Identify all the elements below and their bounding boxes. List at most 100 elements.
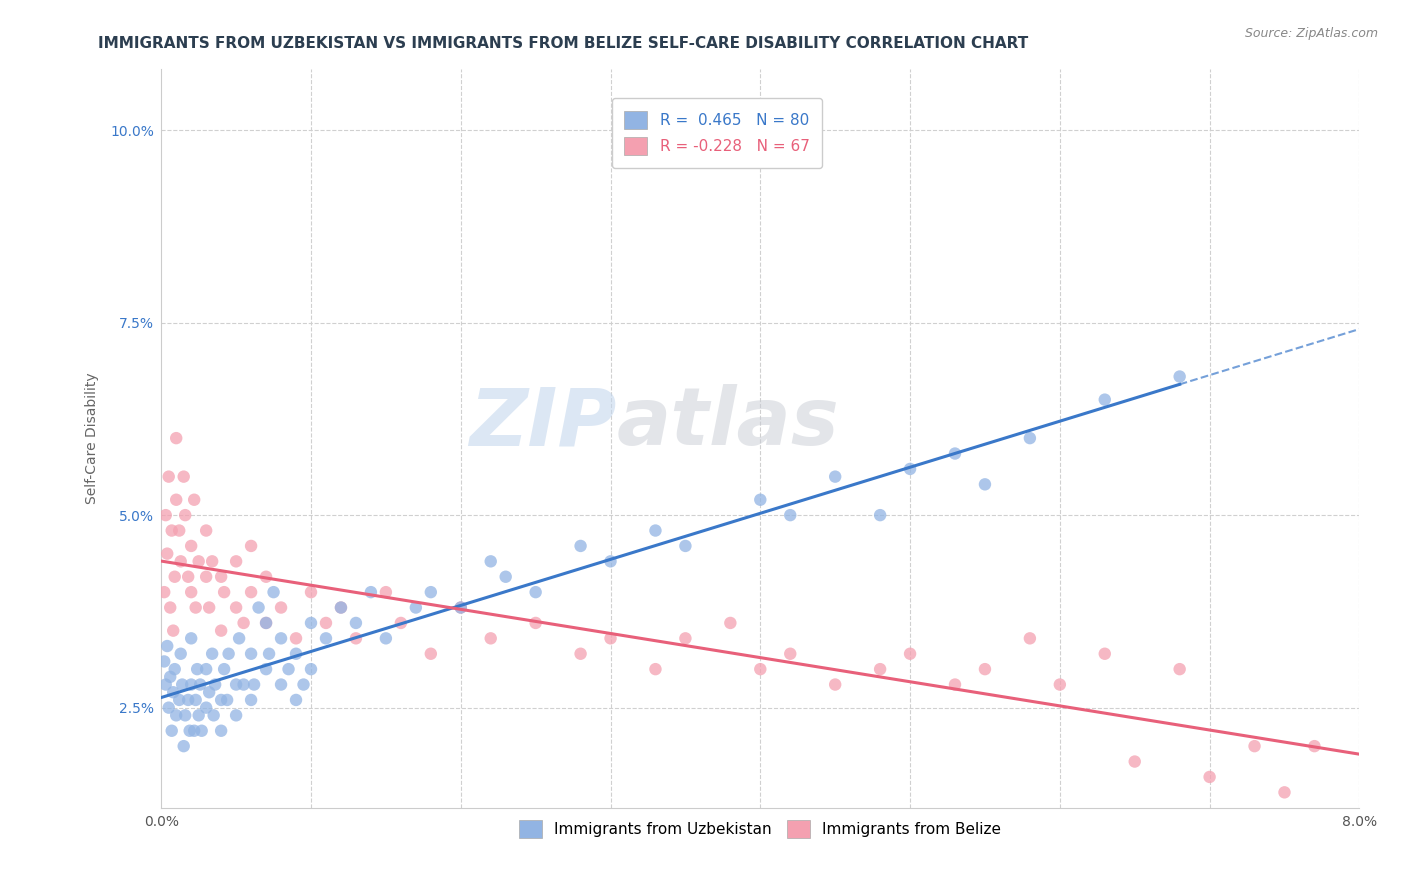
Point	[1198, 770, 1220, 784]
Point	[174, 508, 197, 523]
Point	[180, 677, 202, 691]
Point	[180, 585, 202, 599]
Point	[869, 508, 891, 523]
Point	[824, 677, 846, 691]
Point	[277, 662, 299, 676]
Point	[162, 685, 184, 699]
Point	[779, 647, 801, 661]
Point	[1123, 755, 1146, 769]
Point	[1018, 632, 1040, 646]
Point	[869, 662, 891, 676]
Point	[157, 469, 180, 483]
Point	[165, 431, 187, 445]
Point	[209, 723, 232, 738]
Point	[450, 600, 472, 615]
Point	[217, 693, 239, 707]
Point	[190, 723, 212, 738]
Point	[209, 570, 232, 584]
Point	[165, 492, 187, 507]
Point	[225, 677, 247, 691]
Point	[329, 600, 352, 615]
Point	[177, 693, 200, 707]
Point	[172, 677, 194, 691]
Point	[201, 647, 224, 661]
Point	[749, 662, 772, 676]
Point	[232, 615, 254, 630]
Point	[195, 570, 218, 584]
Text: Source: ZipAtlas.com: Source: ZipAtlas.com	[1244, 27, 1378, 40]
Point	[159, 670, 181, 684]
Point	[218, 647, 240, 661]
Point	[898, 647, 921, 661]
Point	[254, 615, 277, 630]
Point	[163, 662, 186, 676]
Point	[718, 615, 741, 630]
Point	[405, 600, 427, 615]
Point	[209, 624, 232, 638]
Text: atlas: atlas	[616, 384, 839, 462]
Point	[1018, 431, 1040, 445]
Point	[188, 677, 211, 691]
Point	[270, 632, 292, 646]
Point	[225, 600, 247, 615]
Point	[673, 539, 696, 553]
Point	[232, 677, 254, 691]
Point	[247, 600, 270, 615]
Point	[212, 585, 235, 599]
Point	[329, 600, 352, 615]
Point	[167, 524, 190, 538]
Point	[212, 662, 235, 676]
Point	[184, 693, 207, 707]
Point	[1168, 662, 1191, 676]
Point	[943, 677, 966, 691]
Text: IMMIGRANTS FROM UZBEKISTAN VS IMMIGRANTS FROM BELIZE SELF-CARE DISABILITY CORREL: IMMIGRANTS FROM UZBEKISTAN VS IMMIGRANTS…	[98, 36, 1029, 51]
Point	[292, 677, 315, 691]
Point	[389, 615, 412, 630]
Point	[257, 647, 280, 661]
Point	[270, 677, 292, 691]
Point	[177, 570, 200, 584]
Point	[160, 723, 183, 738]
Point	[198, 600, 221, 615]
Point	[157, 700, 180, 714]
Point	[285, 647, 308, 661]
Point	[644, 662, 666, 676]
Point	[299, 585, 322, 599]
Text: ZIP: ZIP	[470, 384, 616, 462]
Point	[156, 547, 179, 561]
Point	[156, 639, 179, 653]
Point	[183, 723, 205, 738]
Point	[344, 632, 367, 646]
Point	[285, 693, 308, 707]
Point	[569, 647, 592, 661]
Y-axis label: Self-Care Disability: Self-Care Disability	[86, 372, 100, 504]
Point	[1049, 677, 1071, 691]
Point	[162, 624, 184, 638]
Point	[159, 600, 181, 615]
Point	[374, 585, 396, 599]
Point	[195, 662, 218, 676]
Point	[450, 600, 472, 615]
Point	[299, 615, 322, 630]
Point	[228, 632, 250, 646]
Point	[943, 446, 966, 460]
Legend: Immigrants from Uzbekistan, Immigrants from Belize: Immigrants from Uzbekistan, Immigrants f…	[513, 814, 1008, 845]
Point	[254, 570, 277, 584]
Point	[225, 554, 247, 568]
Point	[243, 677, 266, 691]
Point	[974, 662, 997, 676]
Point	[524, 615, 547, 630]
Point	[155, 508, 177, 523]
Point	[195, 524, 218, 538]
Point	[240, 539, 263, 553]
Point	[170, 647, 193, 661]
Point	[974, 477, 997, 491]
Point	[179, 723, 201, 738]
Point	[174, 708, 197, 723]
Point	[180, 539, 202, 553]
Point	[1094, 647, 1116, 661]
Point	[360, 585, 382, 599]
Point	[263, 585, 285, 599]
Point	[1274, 785, 1296, 799]
Point	[184, 600, 207, 615]
